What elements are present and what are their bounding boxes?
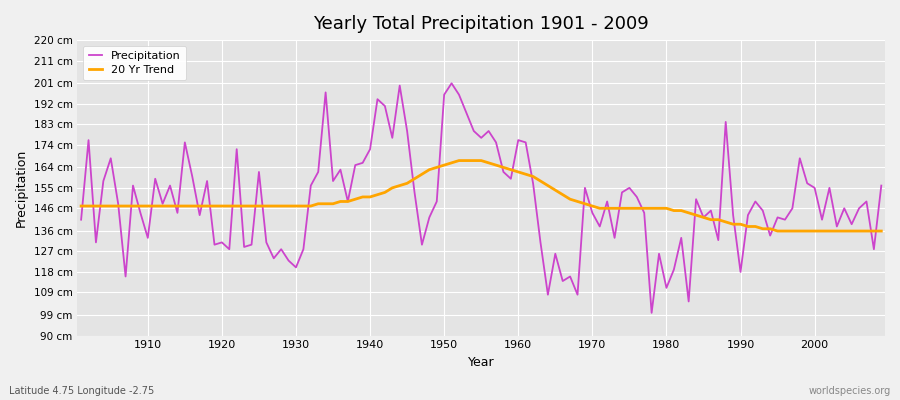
20 Yr Trend xyxy=(513,170,524,174)
Line: 20 Yr Trend: 20 Yr Trend xyxy=(81,160,881,231)
Precipitation xyxy=(298,247,309,252)
Text: worldspecies.org: worldspecies.org xyxy=(809,386,891,396)
Precipitation xyxy=(513,138,524,142)
20 Yr Trend xyxy=(772,229,783,234)
Title: Yearly Total Precipitation 1901 - 2009: Yearly Total Precipitation 1901 - 2009 xyxy=(313,15,649,33)
Precipitation xyxy=(609,236,620,240)
X-axis label: Year: Year xyxy=(468,356,494,369)
Legend: Precipitation, 20 Yr Trend: Precipitation, 20 Yr Trend xyxy=(83,46,186,80)
20 Yr Trend xyxy=(454,158,464,163)
20 Yr Trend xyxy=(76,204,86,208)
20 Yr Trend xyxy=(876,229,886,234)
Precipitation xyxy=(446,81,457,86)
Precipitation xyxy=(76,217,86,222)
20 Yr Trend xyxy=(135,204,146,208)
Text: Latitude 4.75 Longitude -2.75: Latitude 4.75 Longitude -2.75 xyxy=(9,386,154,396)
Precipitation xyxy=(520,140,531,145)
Precipitation xyxy=(646,310,657,315)
20 Yr Trend xyxy=(609,206,620,211)
Line: Precipitation: Precipitation xyxy=(81,83,881,313)
20 Yr Trend xyxy=(342,199,353,204)
Precipitation xyxy=(876,183,886,188)
20 Yr Trend xyxy=(520,172,531,177)
Y-axis label: Precipitation: Precipitation xyxy=(15,149,28,227)
20 Yr Trend xyxy=(298,204,309,208)
Precipitation xyxy=(135,210,146,215)
Precipitation xyxy=(342,199,353,204)
